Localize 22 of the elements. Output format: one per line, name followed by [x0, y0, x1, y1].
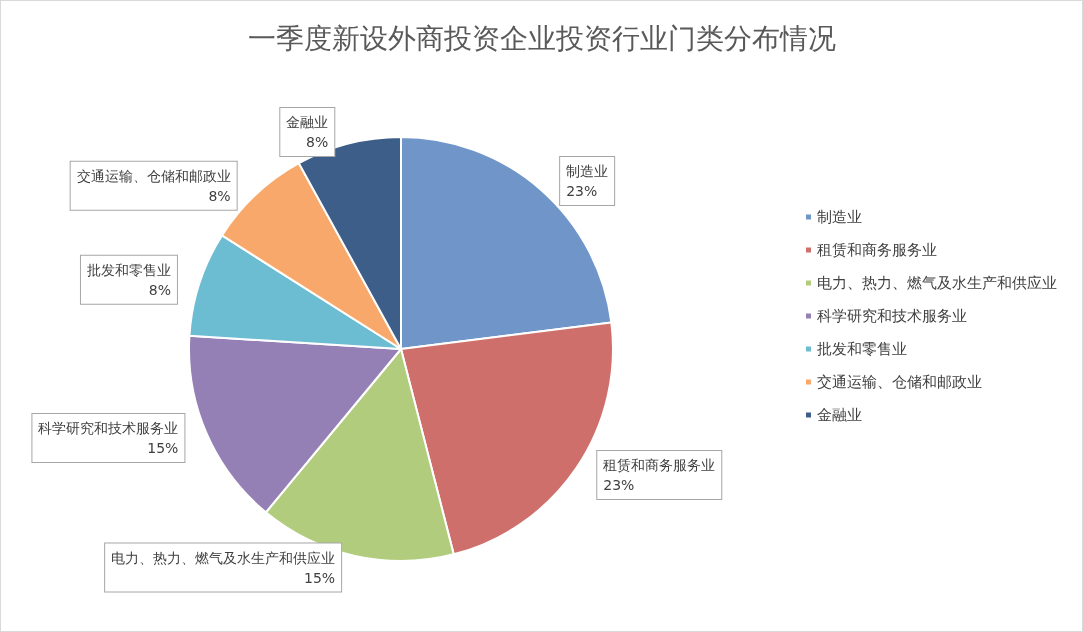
data-label: 23% [566, 182, 598, 199]
chart-title: 一季度新设外商投资企业投资行业门类分布情况 [247, 21, 836, 55]
legend-label: 租赁和商务服务业 [817, 241, 937, 259]
slice-label: 交通运输、仓储和邮政业 [76, 167, 231, 184]
slice-label: 制造业 [566, 162, 609, 179]
slice-label: 批发和零售业 [86, 261, 171, 278]
data-label: 23% [603, 476, 635, 493]
data-label: 15% [304, 569, 336, 586]
slice-label: 电力、热力、燃气及水生产和供应业 [111, 549, 336, 566]
legend-label: 金融业 [817, 406, 862, 424]
data-label: 8% [306, 134, 329, 151]
legend-label: 制造业 [817, 208, 862, 226]
legend-label: 交通运输、仓储和邮政业 [817, 373, 982, 391]
slice-label: 租赁和商务服务业 [603, 456, 716, 473]
legend-label: 科学研究和技术服务业 [817, 307, 967, 325]
slice-label: 金融业 [286, 114, 329, 131]
data-label: 8% [148, 281, 171, 298]
slice-label: 科学研究和技术服务业 [38, 419, 179, 436]
data-label: 15% [147, 439, 179, 456]
legend-label: 电力、热力、燃气及水生产和供应业 [817, 274, 1057, 292]
legend-label: 批发和零售业 [817, 340, 907, 358]
data-label: 8% [208, 187, 231, 204]
